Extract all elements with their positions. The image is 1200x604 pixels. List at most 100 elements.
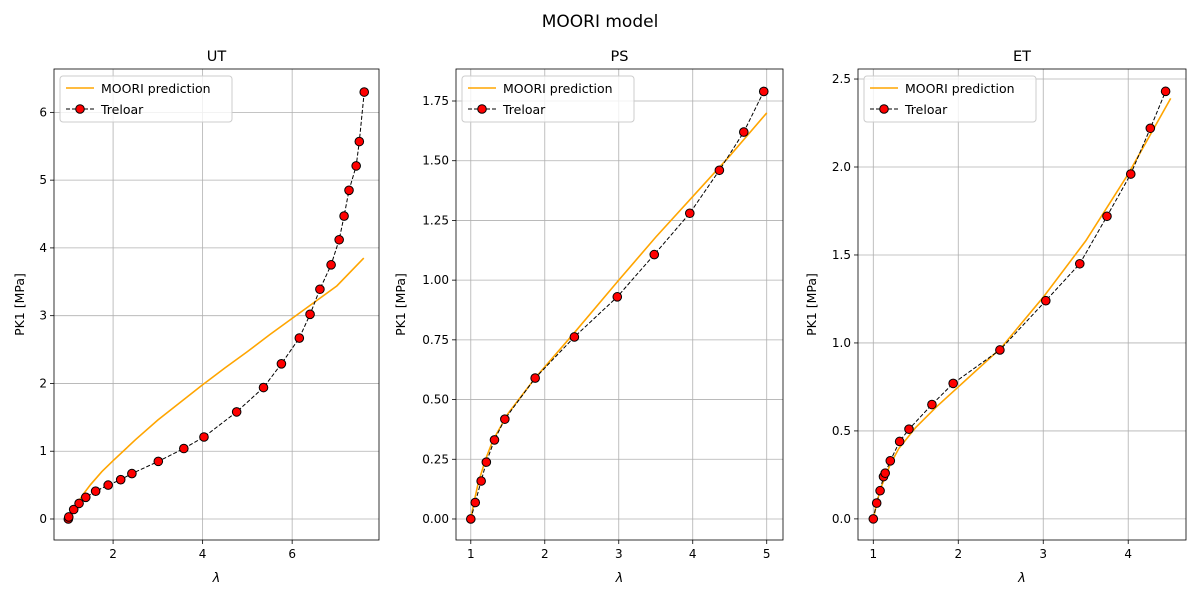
- model-prediction-line: [872, 97, 1172, 520]
- treloar-point: [315, 284, 325, 295]
- treloar-point: [868, 514, 879, 524]
- x-tick-label: 4: [689, 547, 697, 561]
- treloar-point: [738, 127, 749, 137]
- y-tick-label: 6: [39, 105, 47, 119]
- treloar-point: [90, 486, 101, 497]
- y-axis-label: PK1 [MPa]: [393, 273, 408, 336]
- y-tick-label: 0.0: [832, 512, 851, 526]
- legend-box: [863, 75, 1037, 123]
- x-axis-label: λ: [615, 571, 624, 586]
- x-tick-label: 2: [109, 547, 117, 561]
- treloar-point: [153, 456, 164, 467]
- x-tick-label: 1: [467, 547, 475, 561]
- treloar-point: [530, 373, 540, 383]
- legend: MOORI prediction Treloar: [863, 75, 1037, 123]
- legend-label: Treloar: [904, 102, 948, 117]
- treloar-point: [948, 378, 958, 389]
- treloar-point: [354, 136, 365, 147]
- treloar-point: [481, 457, 492, 467]
- legend-label: MOORI prediction: [101, 81, 211, 96]
- treloar-line: [872, 91, 1167, 519]
- model-prediction-line: [67, 257, 365, 520]
- legend-box: [59, 75, 233, 123]
- x-axis-label: λ: [212, 571, 221, 586]
- y-tick-label: 0.75: [422, 333, 449, 347]
- treloar-point: [927, 399, 937, 410]
- y-axis-label: PK1 [MPa]: [12, 273, 27, 336]
- treloar-point: [339, 211, 349, 221]
- y-tick-label: 2: [39, 376, 47, 390]
- treloar-point: [1102, 211, 1112, 222]
- treloar-point: [880, 468, 890, 478]
- y-axis-label: PK1 [MPa]: [804, 273, 819, 336]
- treloar-point: [326, 260, 336, 270]
- axes-frame: [53, 68, 380, 541]
- treloar-point: [63, 512, 74, 522]
- treloar-point: [489, 435, 500, 445]
- treloar-point: [334, 234, 344, 245]
- x-tick-label: 3: [1039, 547, 1047, 561]
- x-tick-label: 6: [288, 547, 296, 561]
- treloar-point: [359, 87, 370, 97]
- x-axis-label: λ: [1017, 571, 1026, 586]
- subplot-title: ET: [1013, 49, 1031, 65]
- treloar-point: [684, 208, 695, 219]
- legend-treloar-marker: [879, 104, 889, 114]
- treloar-point: [871, 498, 882, 508]
- treloar-point: [875, 485, 885, 496]
- x-tick-label: 1: [869, 547, 877, 561]
- treloar-point: [115, 474, 126, 485]
- x-tick-label: 2: [541, 547, 549, 561]
- treloar-point: [1145, 123, 1156, 134]
- treloar-point: [1040, 295, 1051, 306]
- treloar-point: [885, 456, 896, 466]
- y-tick-label: 0: [39, 512, 47, 526]
- axes-frame: [857, 68, 1187, 541]
- treloar-point: [649, 249, 660, 260]
- treloar-point: [569, 332, 580, 342]
- y-tick-label: 0.00: [422, 512, 449, 526]
- y-tick-label: 3: [39, 309, 47, 323]
- treloar-point: [470, 497, 481, 508]
- legend-treloar-marker: [75, 104, 85, 114]
- y-tick-label: 0.25: [422, 452, 449, 466]
- treloar-point: [127, 468, 137, 479]
- treloar-point: [904, 424, 914, 434]
- treloar-point: [258, 382, 269, 393]
- treloar-point: [103, 480, 113, 490]
- y-tick-label: 1.0: [832, 336, 851, 350]
- treloar-point: [1074, 258, 1085, 269]
- legend-treloar-marker: [477, 104, 487, 114]
- treloar-point: [294, 333, 305, 343]
- figure-title: MOORI model: [542, 12, 659, 32]
- y-tick-label: 1.25: [422, 213, 449, 227]
- x-tick-label: 3: [615, 547, 623, 561]
- treloar-point: [74, 498, 84, 509]
- y-tick-label: 2.0: [832, 160, 851, 174]
- treloar-point: [276, 358, 287, 369]
- treloar-point: [179, 443, 189, 454]
- treloar-point: [1160, 86, 1171, 97]
- legend-label: Treloar: [502, 102, 546, 117]
- treloar-point: [344, 185, 354, 196]
- legend-label: MOORI prediction: [905, 81, 1015, 96]
- treloar-point: [714, 165, 725, 176]
- legend: MOORI prediction Treloar: [461, 75, 635, 123]
- legend-label: Treloar: [100, 102, 144, 117]
- treloar-point: [80, 492, 91, 503]
- subplot-title: PS: [611, 49, 629, 65]
- subplot-ut: 2 4 6 0 1 2 3 4 5 6 UT λ PK1 [MPa] MOORI prediction Tr…: [12, 49, 380, 586]
- treloar-point: [1125, 169, 1136, 179]
- x-tick-label: 4: [1124, 547, 1132, 561]
- treloar-point: [500, 414, 510, 424]
- axes-frame: [455, 68, 784, 541]
- y-tick-label: 1: [39, 444, 47, 458]
- treloar-line: [470, 91, 765, 520]
- treloar-point: [995, 345, 1005, 355]
- subplot-title: UT: [207, 49, 227, 65]
- treloar-point: [305, 309, 315, 320]
- treloar-point: [199, 432, 209, 442]
- x-tick-label: 5: [763, 547, 771, 561]
- y-tick-label: 5: [39, 173, 47, 187]
- x-tick-label: 4: [199, 547, 207, 561]
